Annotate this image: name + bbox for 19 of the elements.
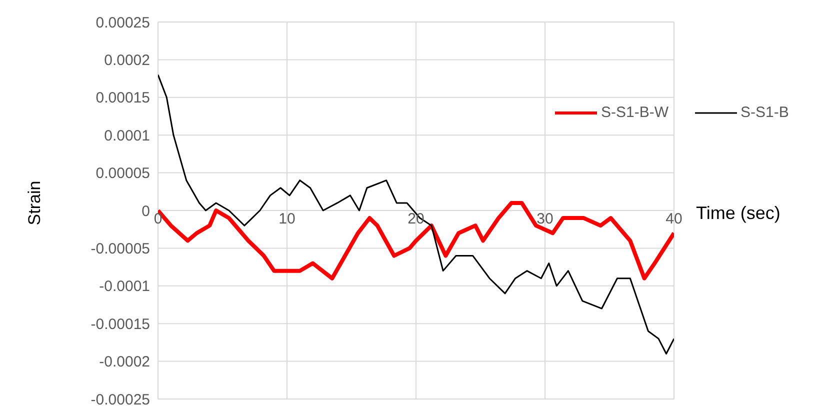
x-tick-label: 0 — [154, 210, 162, 228]
legend-label: S-S1-B — [740, 104, 789, 121]
y-tick-label: 0.0002 — [104, 52, 150, 70]
y-tick-label: 0.00015 — [96, 90, 150, 107]
y-tick-label: 0.0001 — [104, 127, 150, 144]
legend-label: S-S1-B-W — [601, 104, 668, 121]
y-tick-label: -0.0002 — [99, 354, 150, 371]
y-tick-label: -0.00015 — [90, 316, 150, 333]
y-tick-label: -0.0001 — [99, 278, 150, 296]
y-tick-label: -0.00005 — [90, 240, 150, 258]
x-tick-label: 10 — [278, 210, 296, 228]
x-tick-label: 40 — [666, 210, 682, 228]
x-tick-label: 30 — [536, 210, 554, 228]
y-tick-label: 0.00025 — [96, 14, 150, 32]
y-axis-title: Strain — [25, 180, 45, 226]
y-tick-label: -0.00025 — [90, 391, 150, 406]
x-axis-title: Time (sec) — [696, 202, 780, 224]
y-tick-label: 0.00005 — [96, 165, 150, 182]
x-tick-label: 20 — [408, 210, 424, 228]
